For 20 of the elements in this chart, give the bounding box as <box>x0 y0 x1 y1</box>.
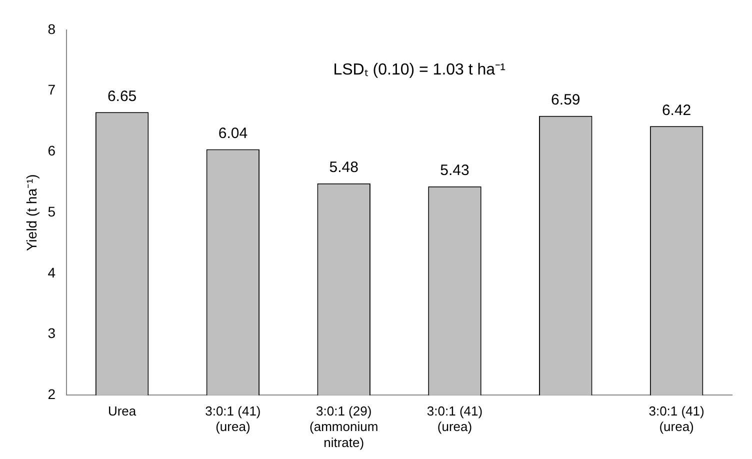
x-tick-label: Urea <box>108 404 137 419</box>
data-label: 6.42 <box>662 102 692 119</box>
x-tick-label: 3:0:1 (41) (urea) <box>426 404 483 434</box>
y-tick-label: 4 <box>48 264 56 280</box>
y-axis-title: Yield (t ha⁻¹) <box>23 174 40 252</box>
data-label: 6.59 <box>551 91 580 108</box>
data-label: 6.65 <box>107 88 137 105</box>
x-tick-label: 3:0:1 (29) (ammonium nitrate) <box>310 404 378 450</box>
data-label: 6.04 <box>218 124 248 142</box>
y-tick-label: 3 <box>48 325 56 342</box>
annotation: LSDₜ (0.10) = 1.03 t ha⁻¹ <box>333 61 506 78</box>
y-tick-label: 5 <box>48 203 56 220</box>
y-tick-label: 2 <box>48 386 56 402</box>
y-tick-label: 6 <box>48 142 56 159</box>
y-tick-label: 8 <box>48 20 56 37</box>
x-tick-label: 3:0:1 (41) (urea) <box>205 404 261 434</box>
data-label: 5.43 <box>440 162 470 180</box>
y-tick-label: 7 <box>48 82 56 98</box>
data-label: 5.48 <box>329 159 358 176</box>
x-tick-label: 3:0:1 (41) (urea) <box>648 404 704 434</box>
